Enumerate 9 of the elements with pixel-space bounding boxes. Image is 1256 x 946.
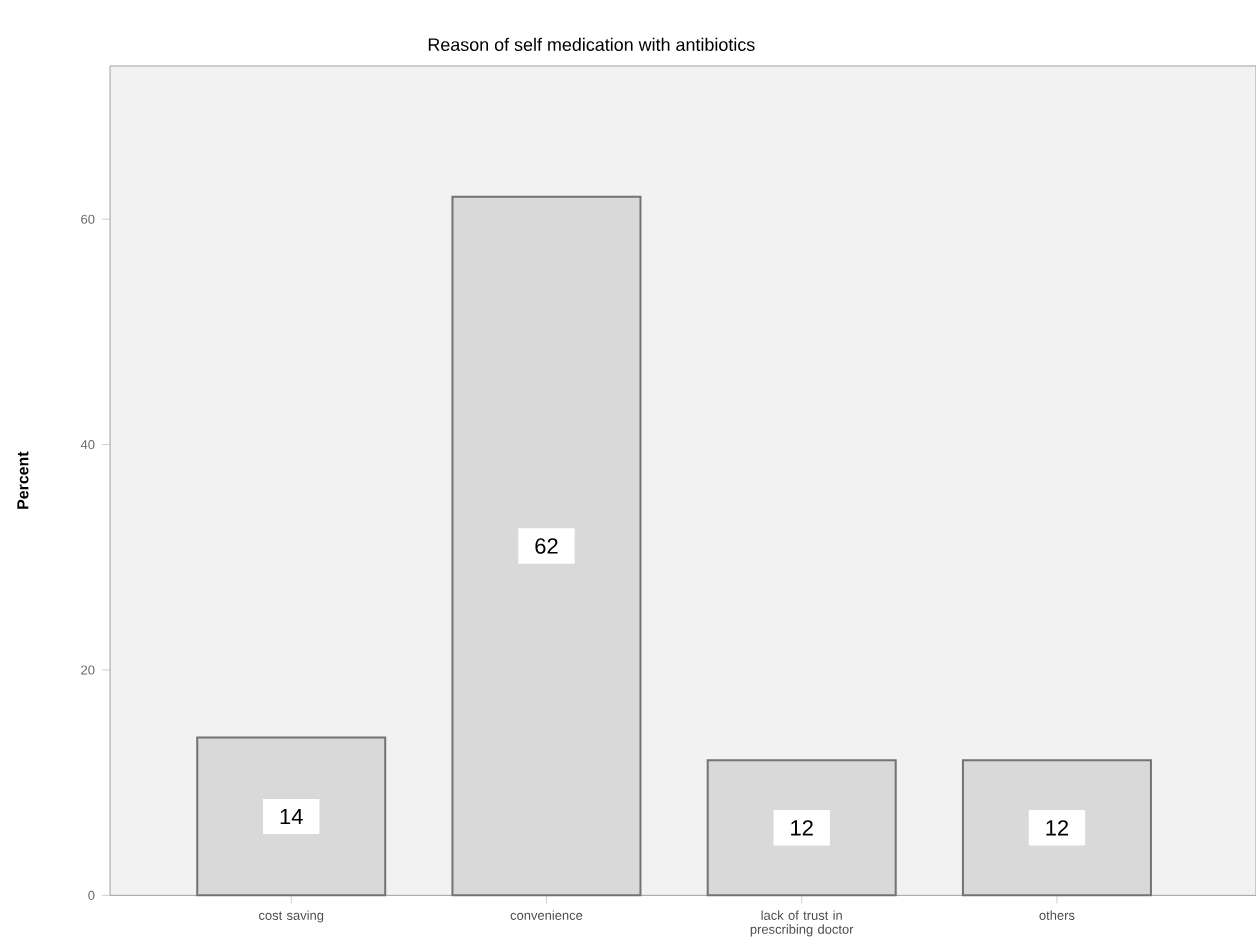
bar	[706, 759, 897, 897]
data-label: 14	[280, 808, 303, 825]
bar	[451, 195, 642, 897]
data-label: 12	[791, 820, 813, 836]
data-label: 12	[1046, 820, 1069, 836]
chart-title: Reason of self medication with antibiotics	[428, 37, 755, 51]
bar	[961, 759, 1152, 897]
data-label: 62	[535, 538, 558, 554]
bar	[196, 736, 387, 897]
